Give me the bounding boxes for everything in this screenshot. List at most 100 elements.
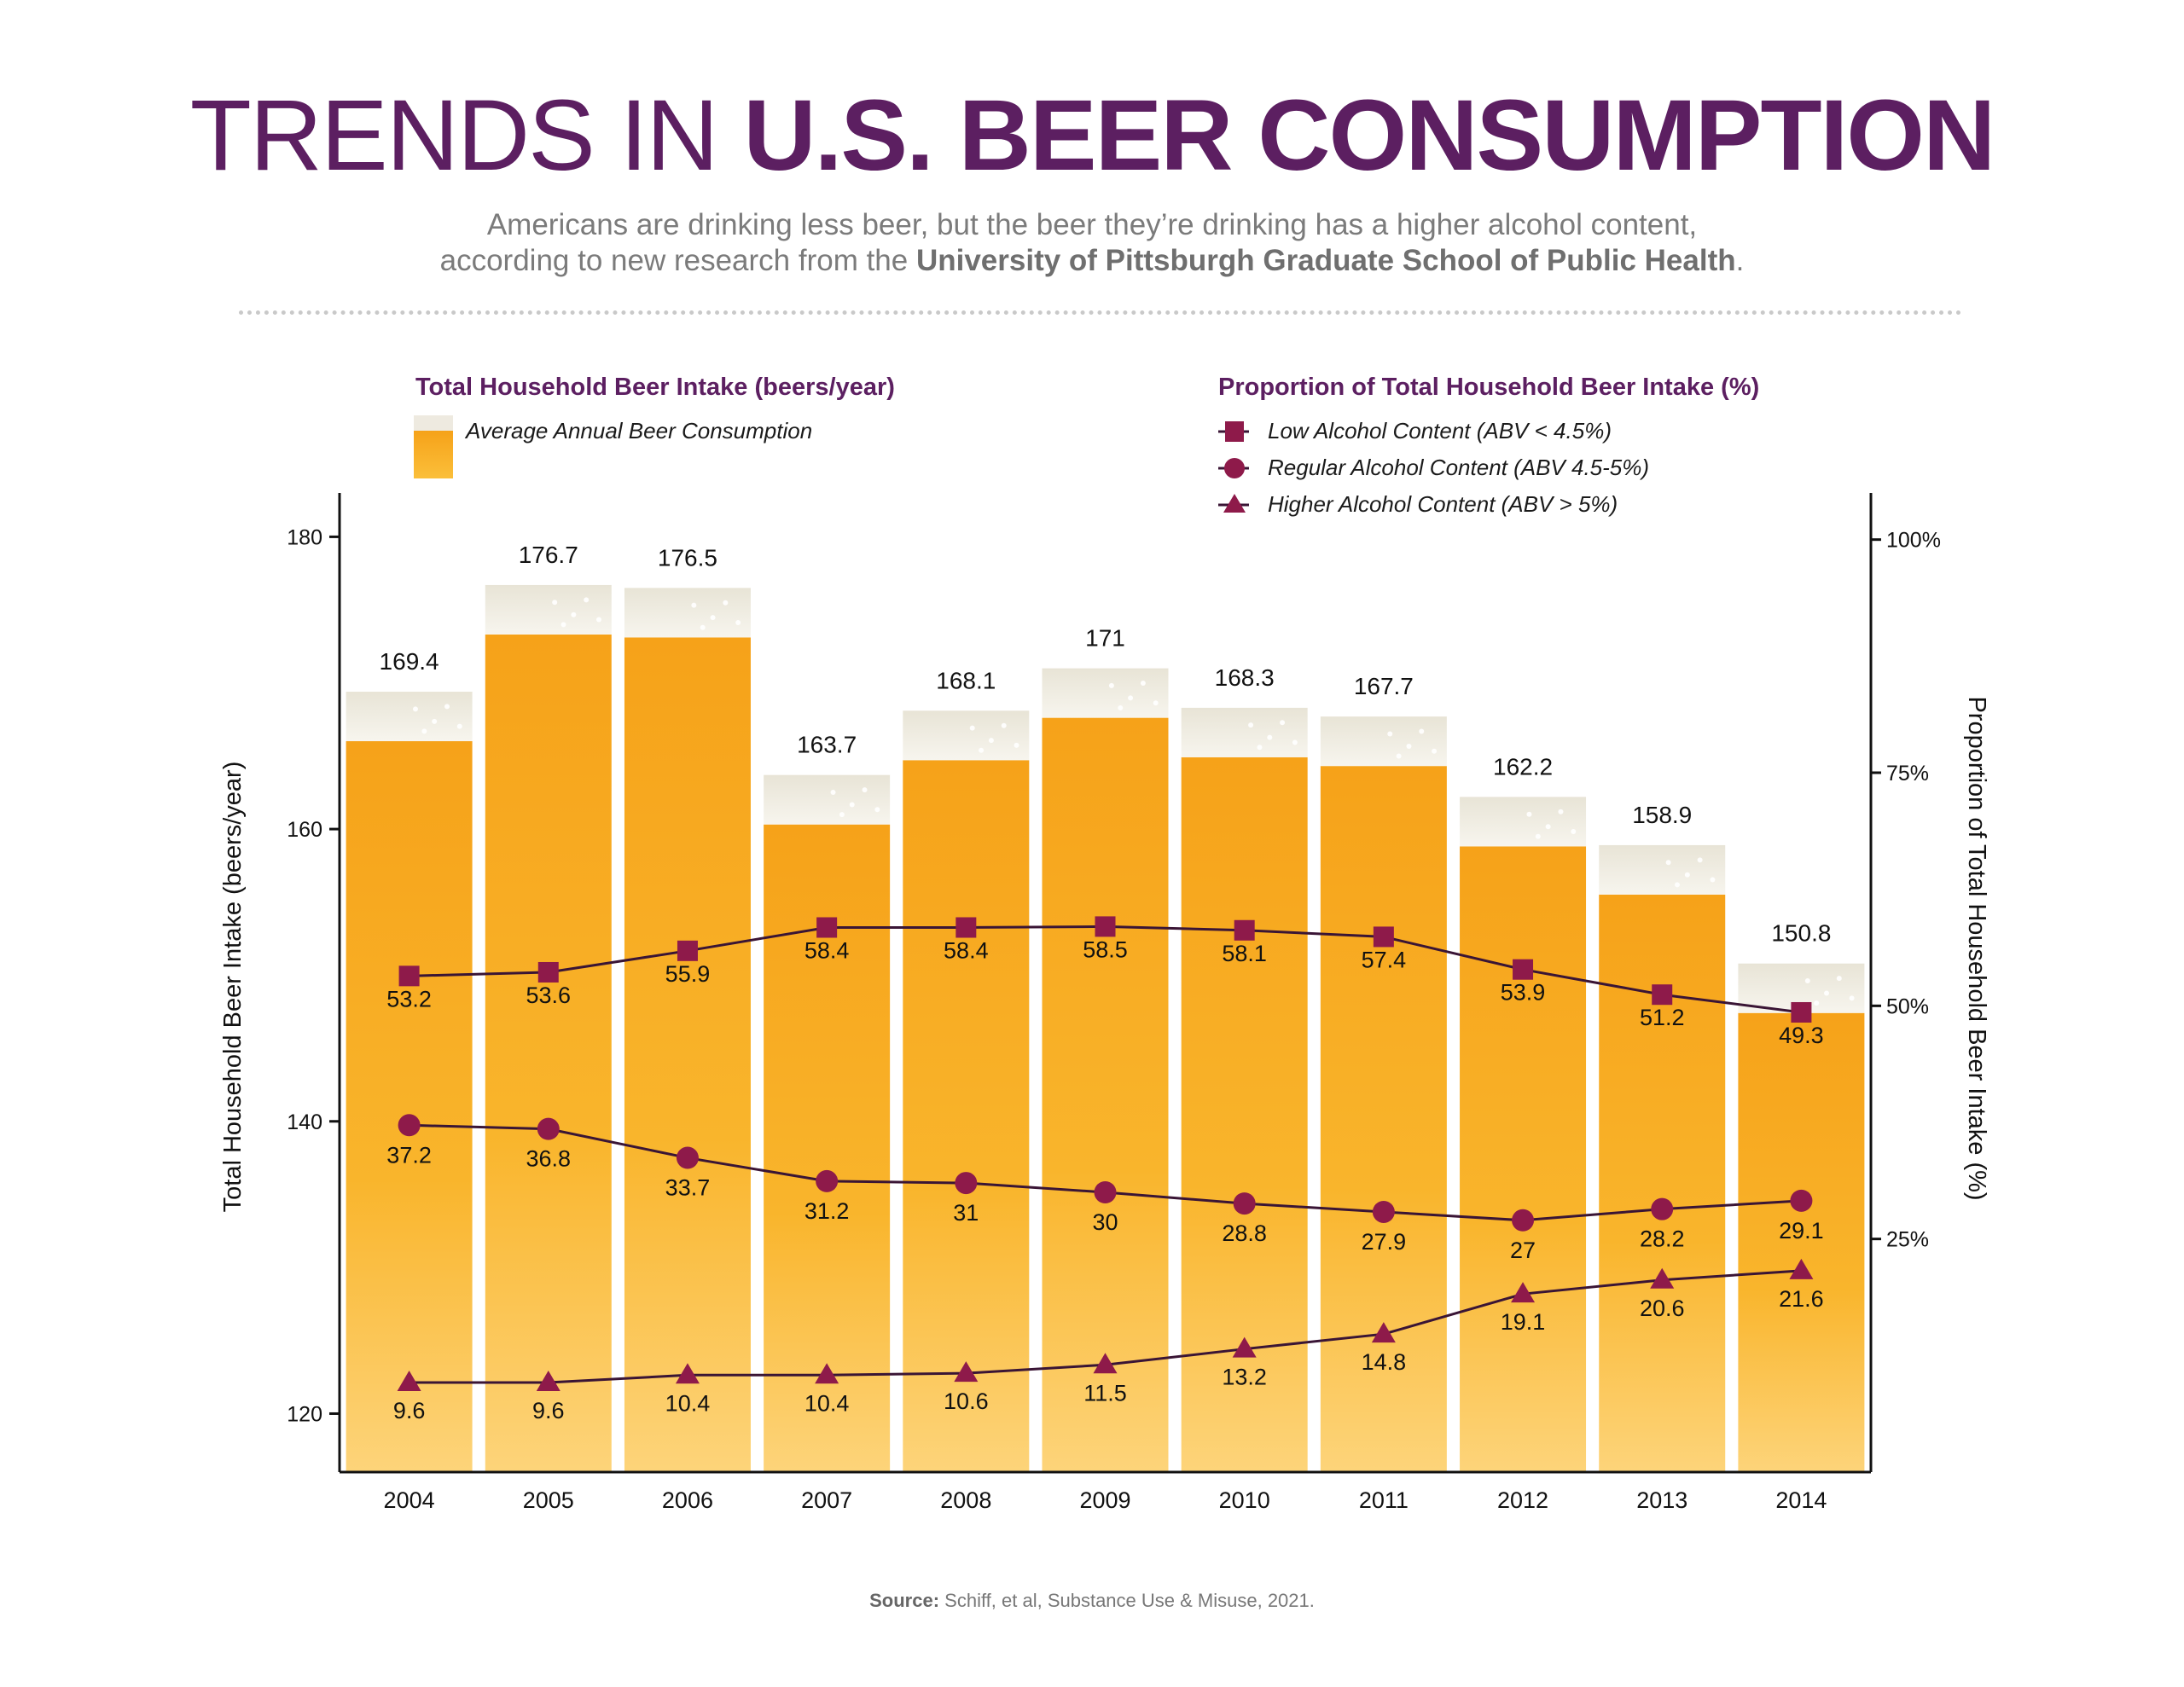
series-value-label: 57.4 [1362,947,1407,972]
legend-bar-entry: Average Annual Beer Consumption [466,418,813,443]
foam-bubble [1128,695,1134,701]
foam-bubble [1804,978,1810,984]
foam-bubble [595,617,601,623]
subtitle-line-2: according to new research from the Unive… [0,243,2184,279]
bar-foam-2012 [1460,797,1587,847]
labels-layer: 169.4 176.7 176.5 163.7 168.1 171 168.3 167.7 16… [380,542,1832,1423]
foam-bubble [1280,720,1286,726]
foam-bubble [1292,739,1298,745]
subtitle-institution: University of Pittsburgh Graduate School… [915,244,1736,277]
foam-bubble [1267,734,1273,740]
low-alcohol-point [1373,926,1394,948]
right-tick-label: 75% [1886,762,1929,786]
series-value-label: 58.4 [944,937,989,963]
axes-layer: 120 140 160 180 25% 50% 75% 100% 2004 2005 2006 200… [219,493,1990,1513]
foam-bubble [1248,722,1254,728]
foam-bubble [691,602,697,608]
left-tick-label: 120 [287,1402,322,1426]
bar-value-label: 163.7 [797,732,857,758]
foam-bubble [830,789,836,795]
bar-2012 [1460,846,1587,1472]
x-tick-label: 2013 [1636,1487,1687,1513]
foam-bubble [1535,833,1541,839]
bar-value-label: 150.8 [1771,920,1831,947]
right-tick-label: 25% [1886,1228,1929,1252]
right-tick-label: 100% [1886,529,1941,553]
bar-foam-2004 [346,692,473,742]
bar-2004 [346,741,473,1472]
series-value-label: 10.4 [665,1390,711,1416]
series-value-label: 20.6 [1640,1296,1685,1321]
bar-2005 [485,634,612,1472]
foam-bubble [1526,811,1532,817]
foam-bubble [735,619,741,625]
foam-bubble [849,802,855,808]
regular-alcohol-point [1233,1192,1256,1215]
x-tick-label: 2004 [384,1487,435,1513]
foam-bubble [561,622,566,628]
foam-bubble [432,718,438,724]
bar-2014 [1738,1012,1865,1472]
subtitle: Americans are drinking less beer, but th… [0,207,2184,279]
foam-bubble [1140,681,1146,687]
bar-value-label: 162.2 [1493,753,1553,780]
bars-layer [346,584,1865,1472]
foam-bubble [979,747,985,753]
foam-bubble [1674,882,1680,888]
series-value-label: 31.2 [804,1198,850,1224]
series-value-label: 21.6 [1779,1286,1824,1312]
series-value-label: 9.6 [393,1398,426,1423]
series-value-label: 9.6 [532,1398,565,1423]
series-value-label: 58.4 [804,937,850,963]
legend-triangle-icon [1218,494,1249,513]
higher-alcohol-point [815,1363,839,1384]
series-value-label: 29.1 [1779,1218,1824,1244]
low-alcohol-point [1095,916,1116,937]
bar-2009 [1042,717,1169,1472]
foam-bubble [1396,753,1402,759]
bar-foam-2013 [1599,844,1726,895]
foam-bubble [1697,857,1703,863]
foam-bubble [552,600,558,606]
series-value-label: 53.9 [1501,980,1546,1006]
low-alcohol-point [956,917,977,938]
dotted-divider [239,310,1962,315]
page-title: TRENDS IN U.S. BEER CONSUMPTION [0,85,2184,186]
foam-bubble [1824,990,1830,996]
bar-2013 [1599,894,1726,1472]
series-value-label: 36.8 [526,1146,571,1172]
foam-bubble [1406,743,1412,749]
bar-2008 [903,760,1030,1472]
regular-alcohol-point [1094,1181,1117,1203]
series-value-label: 10.4 [804,1390,850,1416]
foam-bubble [710,615,716,621]
legend-markers [1218,421,1249,513]
regular-alcohol-point [955,1172,978,1195]
foam-bubble [1108,682,1114,688]
regular-alcohol-point [1512,1209,1535,1232]
right-axis-title: Proportion of Total Household Beer Intak… [1963,696,1990,1200]
foam-bubble [456,723,462,729]
legend-circle-icon [1218,458,1249,478]
foam-bubble [1814,1000,1820,1006]
series-value-label: 31 [953,1200,979,1226]
x-tick-label: 2009 [1079,1487,1130,1513]
left-tick-label: 160 [287,818,322,842]
higher-alcohol-point [1093,1353,1118,1374]
bar-foam-2007 [764,774,891,825]
foam-bubble [969,725,975,731]
bar-value-label: 171 [1085,625,1125,652]
higher-alcohol-point [397,1371,421,1392]
legend-square-icon [1218,421,1249,442]
series-value-label: 13.2 [1222,1365,1267,1390]
foam-bubble [1118,705,1124,711]
bar-value-label: 169.4 [380,648,439,675]
bar-value-label: 176.5 [658,544,717,571]
bar-value-label: 176.7 [519,542,578,568]
series-value-label: 53.6 [526,983,571,1008]
foam-bubble [421,728,427,734]
legend-right-heading: Proportion of Total Household Beer Intak… [1218,374,1760,401]
regular-alcohol-point [676,1146,699,1169]
bar-foam-2008 [903,710,1030,761]
